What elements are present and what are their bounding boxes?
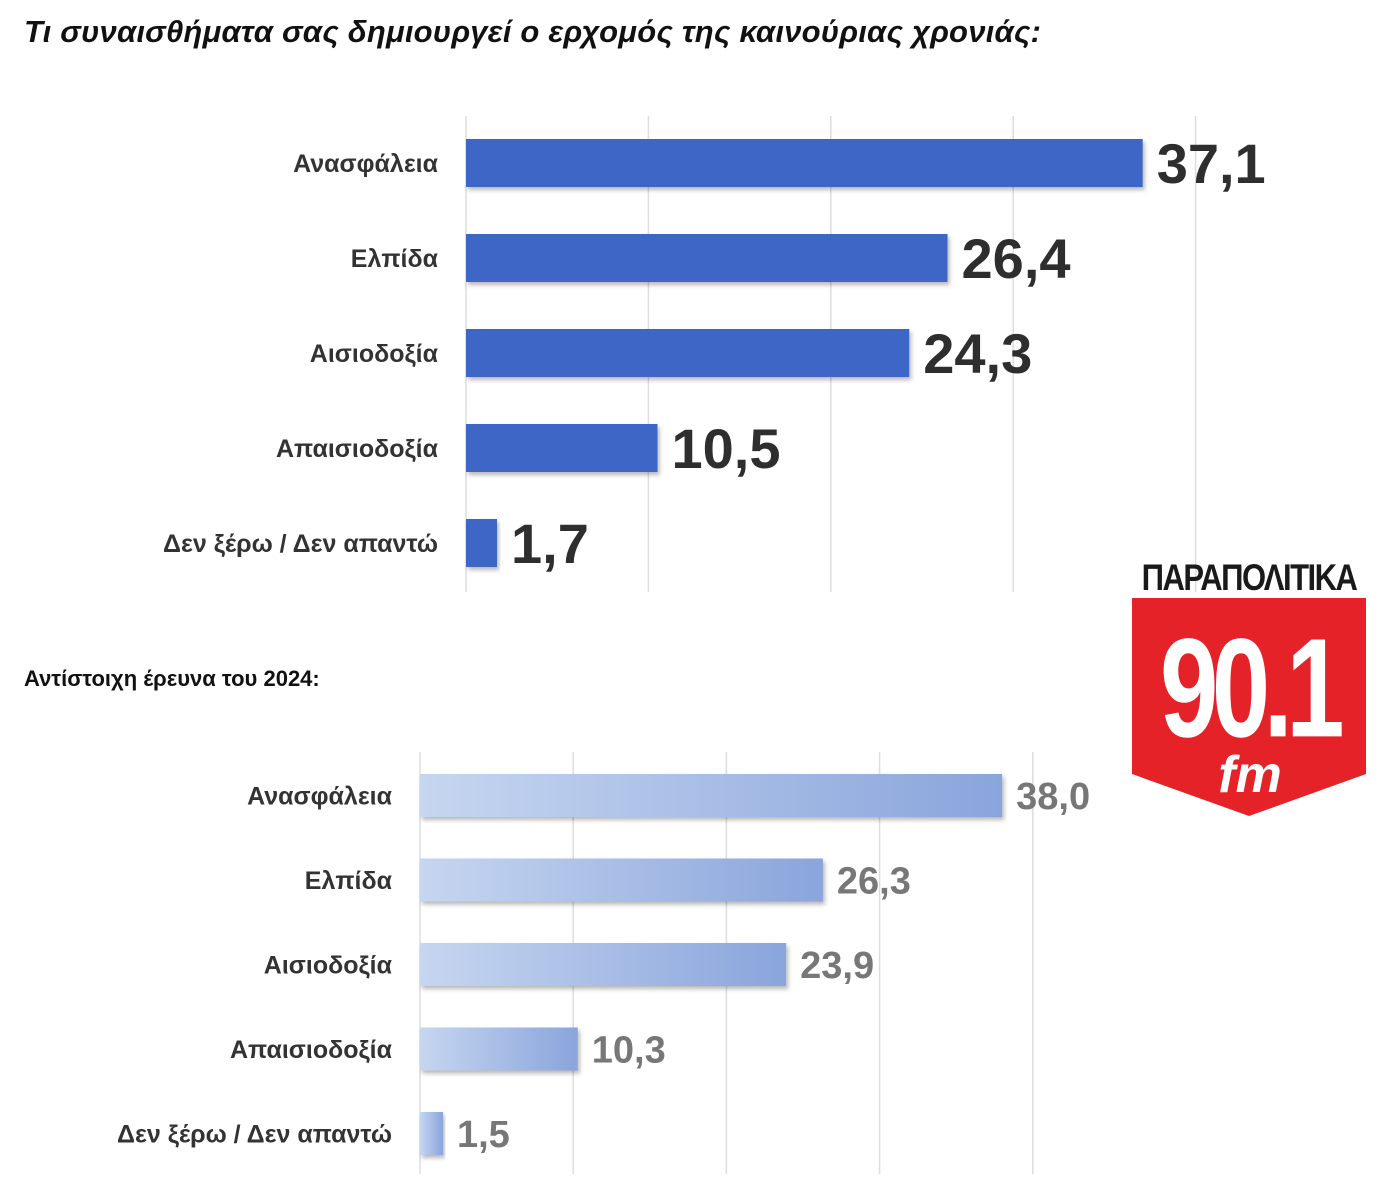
bar (466, 139, 1143, 187)
category-label: Ανασφάλεια (247, 783, 392, 811)
category-label: Ανασφάλεια (293, 150, 438, 178)
bar (420, 943, 787, 986)
chart-title: Τι συναισθήματα σας δημιουργεί ο ερχομός… (24, 14, 1042, 49)
category-label: Απαισιοδοξία (276, 435, 439, 463)
value-label: 10,3 (592, 1030, 666, 1072)
category-label: Δεν ξέρω / Δεν απαντώ (163, 530, 438, 558)
category-label: Αισιοδοξία (264, 952, 393, 980)
value-label: 38,0 (1016, 776, 1090, 818)
bar (420, 774, 1003, 817)
bar (466, 519, 498, 567)
category-label: Ελπίδα (305, 867, 393, 895)
bar (466, 234, 948, 282)
bar (420, 858, 823, 902)
value-label: 10,5 (672, 417, 781, 480)
value-label: 23,9 (800, 945, 874, 987)
bar (466, 329, 910, 377)
value-label: 26,3 (837, 861, 911, 903)
logo-band: fm (1218, 746, 1282, 804)
category-label: Δεν ξέρω / Δεν απαντώ (117, 1121, 392, 1149)
category-label: Ελπίδα (351, 245, 439, 273)
bar (420, 1027, 578, 1071)
parapolitika-logo: 90.1 fm ΠΑΡΑΠΟΛΙΤΙΚΑ (1132, 556, 1366, 818)
logo-frequency: 90.1 (1160, 611, 1342, 767)
value-label: 37,1 (1157, 132, 1266, 195)
chart-subtitle: Αντίστοιχη έρευνα του 2024: (24, 666, 320, 691)
category-label: Αισιοδοξία (310, 340, 439, 368)
value-label: 24,3 (923, 322, 1032, 385)
category-label: Απαισιοδοξία (230, 1036, 393, 1064)
logo-shield-icon: 90.1 fm (1132, 598, 1366, 816)
value-label: 1,5 (457, 1114, 510, 1156)
value-label: 26,4 (962, 227, 1071, 290)
chart-2025: Ανασφάλεια 37,1 Ελπίδα 26,4 Αισιοδοξία 24,3 Απ… (163, 116, 1266, 592)
logo-name: ΠΑΡΑΠΟΛΙΤΙΚΑ (1141, 556, 1358, 599)
bar (466, 424, 658, 472)
value-label: 1,7 (511, 512, 589, 575)
bar (420, 1112, 443, 1155)
